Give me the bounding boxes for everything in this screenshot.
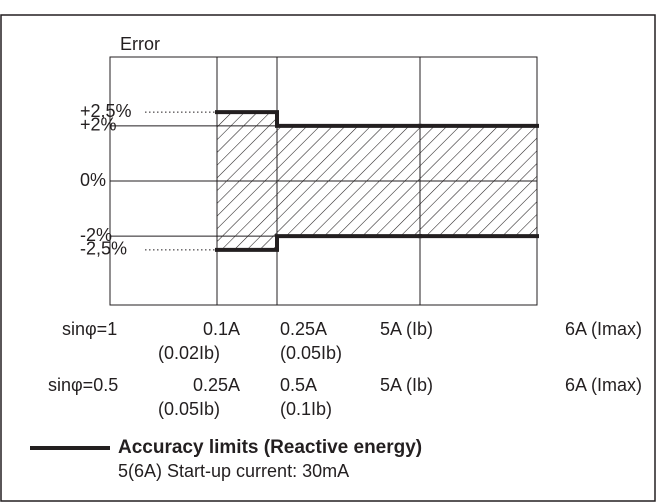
footnote: 5(6A) Start-up current: 30mA: [118, 461, 349, 481]
frame: [0, 14, 656, 502]
x-tick-sublabel: (0.02Ib): [158, 343, 220, 363]
x-tick-label: 5A (Ib): [380, 319, 433, 339]
x-tick-label: 0.1A: [203, 319, 240, 339]
x-tick-sublabel: (0.1Ib): [280, 399, 332, 419]
tolerance-band: [277, 125, 420, 237]
x-tick-label: 6A (Imax): [565, 319, 642, 339]
x-tick-sublabel: (0.05Ib): [158, 399, 220, 419]
y-tick-label: +2%: [80, 115, 117, 135]
x-tick-sublabel: (0.05Ib): [280, 343, 342, 363]
x-row-name: sinφ=1: [62, 319, 117, 339]
x-tick-label: 6A (Imax): [565, 375, 642, 395]
tolerance-band: [217, 112, 277, 250]
legend-label: Accuracy limits (Reactive energy): [118, 437, 422, 458]
y-tick-label: -2%: [80, 225, 112, 245]
y-tick-label: 0%: [80, 170, 106, 190]
y-tick-label: -2,5%: [80, 239, 127, 259]
x-row-name: sinφ=0.5: [48, 375, 118, 395]
y-axis-label: Error: [120, 34, 160, 54]
x-tick-label: 5A (Ib): [380, 375, 433, 395]
tolerance-band: [420, 125, 537, 237]
x-tick-label: 0.25A: [193, 375, 240, 395]
x-tick-label: 0.5A: [280, 375, 317, 395]
x-tick-label: 0.25A: [280, 319, 327, 339]
y-tick-label: +2,5%: [80, 101, 132, 121]
